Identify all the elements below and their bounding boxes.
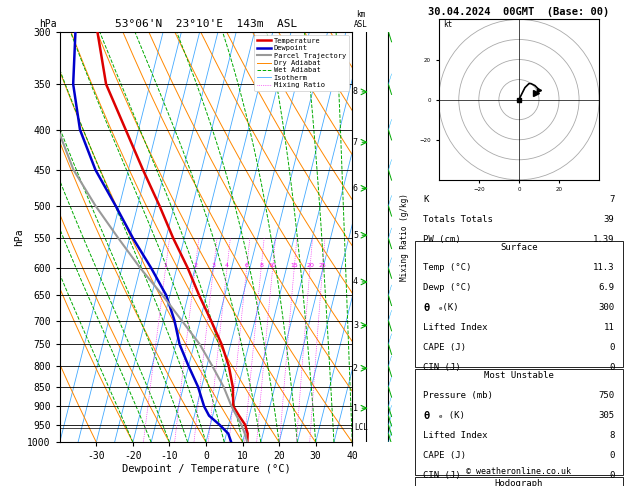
Text: hPa: hPa (39, 19, 57, 29)
Text: 6: 6 (353, 184, 358, 193)
Text: 8: 8 (609, 432, 615, 440)
Text: CIN (J): CIN (J) (423, 364, 461, 372)
Text: ₑ (K): ₑ (K) (438, 412, 465, 420)
Text: 1: 1 (353, 404, 358, 413)
Text: 7: 7 (353, 138, 358, 147)
Text: Most Unstable: Most Unstable (484, 371, 554, 381)
Text: 20: 20 (306, 263, 314, 268)
Text: 1.39: 1.39 (593, 235, 615, 244)
Text: 750: 750 (598, 391, 615, 400)
Text: Mixing Ratio (g/kg): Mixing Ratio (g/kg) (399, 193, 409, 281)
Text: 11: 11 (604, 323, 615, 332)
Text: θ: θ (423, 303, 430, 313)
Text: 10: 10 (269, 263, 277, 268)
Text: 6: 6 (245, 263, 248, 268)
Text: 0: 0 (609, 344, 615, 352)
Bar (415, 369, 623, 475)
Text: 6.9: 6.9 (598, 283, 615, 293)
Text: PW (cm): PW (cm) (423, 235, 461, 244)
Text: 4: 4 (353, 278, 358, 286)
X-axis label: Dewpoint / Temperature (°C): Dewpoint / Temperature (°C) (121, 464, 291, 474)
Text: CAPE (J): CAPE (J) (423, 451, 467, 460)
Text: 0: 0 (609, 451, 615, 460)
Text: Hodograph: Hodograph (495, 479, 543, 486)
Text: CAPE (J): CAPE (J) (423, 344, 467, 352)
Text: θ: θ (423, 412, 430, 421)
Text: 2: 2 (353, 364, 358, 373)
Text: 300: 300 (598, 303, 615, 312)
Text: Temp (°C): Temp (°C) (423, 263, 472, 272)
Text: 39: 39 (604, 215, 615, 225)
Bar (415, 477, 623, 486)
Text: 11.3: 11.3 (593, 263, 615, 272)
Text: km
ASL: km ASL (353, 10, 368, 29)
Text: 2: 2 (193, 263, 198, 268)
Text: Totals Totals: Totals Totals (423, 215, 493, 225)
Text: CIN (J): CIN (J) (423, 471, 461, 481)
Text: 15: 15 (291, 263, 298, 268)
Text: LCL: LCL (354, 423, 368, 432)
Text: 30.04.2024  00GMT  (Base: 00): 30.04.2024 00GMT (Base: 00) (428, 7, 610, 17)
Bar (415, 242, 623, 367)
Text: 1: 1 (164, 263, 167, 268)
Text: 25: 25 (319, 263, 326, 268)
Text: 0: 0 (609, 364, 615, 372)
Text: 3: 3 (211, 263, 216, 268)
Text: Lifted Index: Lifted Index (423, 323, 488, 332)
Legend: Temperature, Dewpoint, Parcel Trajectory, Dry Adiabat, Wet Adiabat, Isotherm, Mi: Temperature, Dewpoint, Parcel Trajectory… (254, 35, 348, 91)
Y-axis label: hPa: hPa (14, 228, 25, 246)
Title: 53°06'N  23°10'E  143m  ASL: 53°06'N 23°10'E 143m ASL (115, 19, 297, 30)
Text: 5: 5 (353, 231, 358, 240)
Text: Surface: Surface (500, 243, 538, 252)
Text: 7: 7 (609, 195, 615, 205)
Text: 305: 305 (598, 412, 615, 420)
Text: 8: 8 (353, 87, 358, 96)
Text: 3: 3 (353, 321, 358, 330)
Text: 4: 4 (225, 263, 229, 268)
Text: Dewp (°C): Dewp (°C) (423, 283, 472, 293)
Text: 8: 8 (259, 263, 263, 268)
Text: © weatheronline.co.uk: © weatheronline.co.uk (467, 468, 571, 476)
Text: kt: kt (443, 20, 452, 30)
Text: ₑ(K): ₑ(K) (438, 303, 459, 312)
Text: Pressure (mb): Pressure (mb) (423, 391, 493, 400)
Text: Lifted Index: Lifted Index (423, 432, 488, 440)
Text: 0: 0 (609, 471, 615, 481)
Text: K: K (423, 195, 429, 205)
